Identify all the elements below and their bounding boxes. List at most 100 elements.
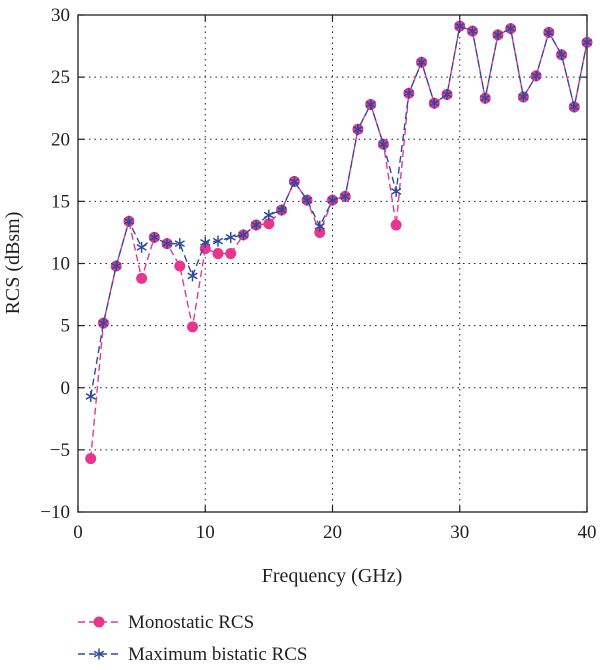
x-tick-label: 20 [323, 522, 342, 543]
legend-item-monostatic: Monostatic RCS [78, 612, 254, 633]
asterisk-stroke [111, 262, 122, 270]
data-point-monostatic-rcs [314, 226, 326, 238]
legend-item-maximum-bistatic: Maximum bistatic RCS [78, 644, 307, 665]
asterisk-stroke [314, 222, 325, 230]
data-point-monostatic-rcs [85, 453, 97, 465]
data-point-maximum-bistatic-rcs [441, 89, 453, 101]
data-point-maximum-bistatic-rcs [111, 260, 122, 272]
x-tick-label: 40 [578, 522, 597, 543]
data-point-maximum-bistatic-rcs [429, 97, 440, 109]
series-line-maximum-bistatic-rcs [90, 25, 588, 397]
y-tick-label: 0 [61, 378, 71, 399]
data-point-maximum-bistatic-rcs [390, 185, 402, 197]
data-point-maximum-bistatic-rcs [263, 209, 275, 221]
asterisk-stroke [93, 650, 105, 658]
asterisk-stroke [543, 28, 554, 36]
asterisk-stroke [301, 196, 313, 204]
data-point-monostatic-rcs [225, 248, 237, 260]
data-point-maximum-bistatic-rcs [98, 317, 109, 329]
data-point-maximum-bistatic-rcs [174, 238, 185, 250]
asterisk-stroke [289, 178, 300, 185]
asterisk-stroke [441, 91, 453, 98]
data-point-maximum-bistatic-rcs [149, 231, 160, 243]
data-point-monostatic-rcs [390, 219, 402, 231]
asterisk-stroke [174, 240, 185, 248]
asterisk-stroke [238, 231, 249, 239]
asterisk-stroke [530, 72, 542, 80]
asterisk-stroke [200, 238, 211, 246]
data-point-maximum-bistatic-rcs [161, 238, 173, 250]
data-point-maximum-bistatic-rcs [289, 175, 300, 187]
asterisk-stroke [467, 27, 478, 35]
data-point-monostatic-rcs [136, 272, 148, 284]
data-point-maximum-bistatic-rcs [238, 229, 249, 241]
asterisk-stroke [327, 196, 338, 204]
asterisk-stroke [187, 272, 198, 280]
data-point-maximum-bistatic-rcs [518, 91, 529, 103]
data-point-maximum-bistatic-rcs [492, 29, 504, 41]
data-point-maximum-bistatic-rcs [505, 23, 516, 35]
data-point-maximum-bistatic-rcs [378, 138, 389, 150]
asterisk-stroke [225, 234, 236, 241]
data-point-maximum-bistatic-rcs [225, 231, 236, 243]
series-maximum-bistatic-rcs [85, 20, 593, 402]
data-point-monostatic-rcs [174, 260, 186, 272]
data-point-maximum-bistatic-rcs [530, 70, 542, 82]
x-tick-label: 30 [450, 522, 469, 543]
asterisk-stroke [518, 93, 529, 101]
asterisk-stroke [365, 101, 376, 108]
asterisk-stroke [403, 89, 414, 97]
data-point-monostatic-rcs [187, 321, 199, 333]
y-tick-label: −5 [50, 440, 70, 461]
asterisk-stroke [505, 25, 516, 33]
data-point-maximum-bistatic-rcs [327, 194, 338, 206]
data-point-maximum-bistatic-rcs [480, 92, 491, 104]
y-tick-label: 5 [61, 316, 71, 337]
asterisk-stroke [263, 211, 275, 219]
data-point-maximum-bistatic-rcs [136, 241, 147, 253]
data-point-maximum-bistatic-rcs [365, 98, 376, 110]
asterisk-stroke [123, 217, 135, 225]
y-tick-label: 20 [51, 129, 70, 150]
x-axis-label: Frequency (GHz) [262, 565, 403, 587]
data-point-maximum-bistatic-rcs [200, 236, 211, 248]
data-point-maximum-bistatic-rcs [187, 270, 198, 282]
legend-label-maximum-bistatic: Maximum bistatic RCS [128, 644, 307, 665]
legend-asterisk-glyph [93, 648, 105, 660]
data-point-maximum-bistatic-rcs [556, 49, 567, 61]
legend-label-monostatic: Monostatic RCS [128, 612, 254, 633]
asterisk-stroke [480, 94, 491, 102]
y-axis-label: RCS (dBsm) [2, 212, 24, 315]
asterisk-stroke [429, 99, 440, 107]
asterisk-stroke [581, 38, 593, 46]
asterisk-stroke [492, 31, 504, 39]
y-tick-label: 10 [51, 254, 70, 275]
data-point-monostatic-rcs [263, 218, 275, 230]
y-tick-label: 25 [51, 67, 70, 88]
asterisk-stroke [251, 221, 262, 229]
data-point-maximum-bistatic-rcs [467, 25, 478, 37]
legend-marker-monostatic [93, 616, 105, 628]
tick-labels: 0 10 20 30 40 −10 −5 0 5 10 15 20 25 30 [40, 5, 596, 543]
y-tick-label: −10 [40, 502, 70, 523]
asterisk-stroke [276, 206, 287, 214]
data-point-maximum-bistatic-rcs [416, 56, 427, 68]
grid-lines [78, 15, 587, 512]
data-point-maximum-bistatic-rcs [251, 219, 262, 231]
asterisk-stroke [378, 140, 389, 148]
y-tick-label: 15 [51, 191, 70, 212]
asterisk-stroke [416, 58, 427, 66]
asterisk-stroke [454, 22, 465, 30]
data-point-maximum-bistatic-rcs [340, 190, 351, 202]
asterisk-stroke [161, 240, 173, 248]
asterisk-stroke [136, 243, 147, 251]
data-point-maximum-bistatic-rcs [543, 26, 554, 38]
data-point-maximum-bistatic-rcs [212, 235, 224, 247]
x-tick-label: 0 [73, 522, 83, 543]
asterisk-stroke [340, 193, 351, 200]
asterisk-stroke [98, 319, 109, 327]
axis-ticks [77, 14, 588, 513]
asterisk-stroke [390, 188, 402, 195]
asterisk-stroke [569, 103, 580, 111]
